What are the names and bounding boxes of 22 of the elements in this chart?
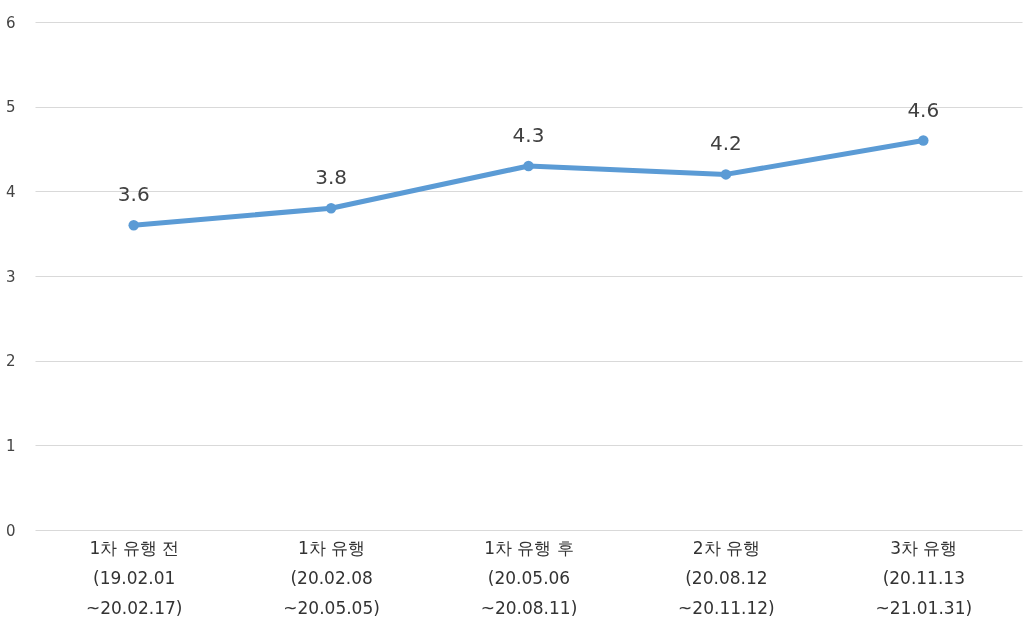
point xyxy=(918,135,929,146)
y-tick-label: 6 xyxy=(5,13,16,32)
y-tick-label: 1 xyxy=(5,436,16,455)
data-label: 4.3 xyxy=(512,122,545,147)
y-tick-label: 3 xyxy=(5,267,16,286)
y-tick-label: 0 xyxy=(5,521,16,540)
y-tick-label: 4 xyxy=(5,182,16,201)
point xyxy=(523,160,534,172)
data-label: 4.6 xyxy=(907,97,940,122)
y-tick-label: 2 xyxy=(5,352,16,371)
data-label: 3.6 xyxy=(117,182,150,207)
x-tick-label: 2차 유행 (20.08.12 ~20.11.12) xyxy=(678,537,775,618)
y-tick-label: 5 xyxy=(5,98,16,117)
point xyxy=(128,219,139,231)
x-tick-label: 1차 유행 후 (20.05.06 ~20.08.11) xyxy=(480,537,578,618)
data-label: 4.2 xyxy=(709,131,742,156)
x-tick-label: 1차 유행 전 (19.02.01 ~20.02.17) xyxy=(85,537,183,618)
x-tick-label: 3차 유행 (20.11.13 ~21.01.31) xyxy=(875,537,973,618)
point xyxy=(720,169,732,180)
data-label: 3.8 xyxy=(315,165,348,190)
point xyxy=(325,203,337,214)
x-tick-label: 1차 유행 (20.02.08 ~20.05.05) xyxy=(283,537,380,618)
